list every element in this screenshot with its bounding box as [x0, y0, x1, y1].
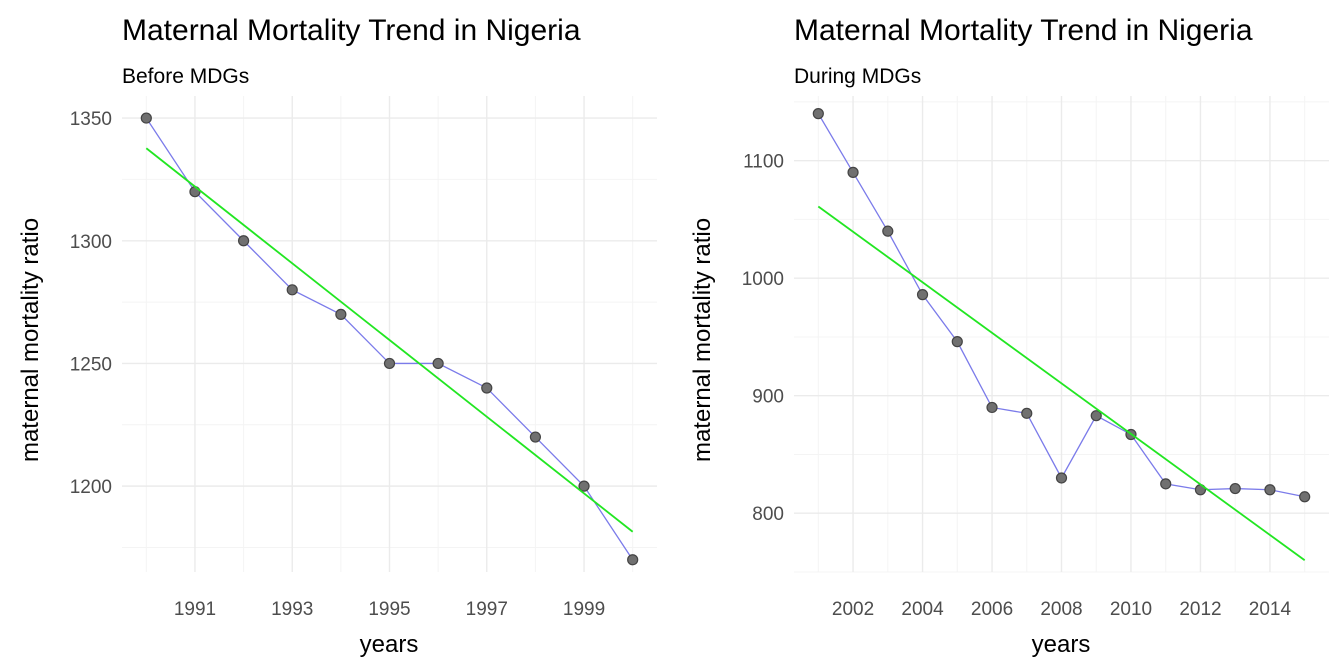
y-tick-label: 800 [752, 504, 784, 525]
chart-subtitle: During MDGs [794, 65, 921, 88]
trend-line [145, 147, 634, 533]
y-tick-label: 1000 [742, 269, 784, 290]
y-tick-label: 1200 [70, 477, 112, 498]
x-tick-label: 1999 [563, 599, 605, 620]
data-point [882, 225, 894, 237]
data-point [189, 186, 201, 198]
grid [794, 96, 1329, 573]
x-tick-label: 2012 [1179, 599, 1221, 620]
chart-panel-before-mdgs: Maternal Mortality Trend in Nigeria Befo… [17, 14, 657, 658]
x-tick-label: 1995 [368, 599, 410, 620]
data-point [1299, 491, 1311, 503]
data-point [237, 235, 250, 247]
chart-title: Maternal Mortality Trend in Nigeria [122, 14, 581, 47]
y-tick-label: 1100 [743, 152, 784, 173]
data-point [986, 401, 998, 414]
plot-marks [812, 108, 1311, 561]
tick-labels: 2002 2004 2006 2008 2010 2012 2014 800 900 1000 11… [742, 152, 1292, 620]
data-point [812, 108, 824, 120]
y-tick-label: 1350 [70, 109, 112, 130]
data-point [1264, 484, 1276, 496]
y-tick-label: 1300 [70, 232, 112, 253]
data-point [481, 382, 493, 394]
data-point [847, 166, 859, 178]
x-tick-label: 2008 [1040, 599, 1082, 620]
x-axis-title: years [360, 631, 419, 658]
data-point [383, 357, 396, 370]
x-tick-label: 1997 [466, 599, 508, 620]
chart-panel-during-mdgs: Maternal Mortality Trend in Nigeria Duri… [689, 14, 1329, 658]
data-point [951, 336, 963, 348]
data-point [1021, 407, 1033, 419]
data-point [286, 284, 298, 296]
data-point [1055, 472, 1068, 484]
data-point [1090, 410, 1102, 422]
y-axis-title: maternal mortality ratio [17, 218, 44, 462]
x-axis-title: years [1032, 631, 1091, 658]
data-point [335, 308, 347, 320]
chart-title: Maternal Mortality Trend in Nigeria [794, 14, 1253, 47]
y-tick-label: 900 [752, 387, 784, 408]
data-point [627, 554, 639, 566]
x-tick-label: 1991 [174, 599, 216, 620]
x-tick-label: 2006 [971, 599, 1013, 620]
y-tick-label: 1250 [70, 354, 112, 375]
data-point [1160, 478, 1172, 490]
trend-line [817, 205, 1306, 561]
x-tick-label: 2014 [1249, 599, 1292, 620]
data-point [529, 431, 542, 443]
data-point [1229, 482, 1241, 495]
data-point [916, 289, 929, 301]
x-tick-label: 2004 [901, 599, 944, 620]
x-tick-label: 1993 [271, 599, 313, 620]
data-point [578, 480, 590, 492]
tick-labels: 1991 1993 1995 1997 1999 1200 1250 1300 1350 [70, 109, 605, 620]
y-axis-title: maternal mortality ratio [689, 218, 716, 462]
x-tick-label: 2010 [1110, 599, 1152, 620]
plot-marks [140, 112, 639, 566]
data-point [432, 357, 444, 370]
x-tick-label: 2002 [832, 599, 874, 620]
data-point [140, 112, 152, 124]
chart-subtitle: Before MDGs [122, 65, 249, 88]
grid [122, 96, 657, 572]
